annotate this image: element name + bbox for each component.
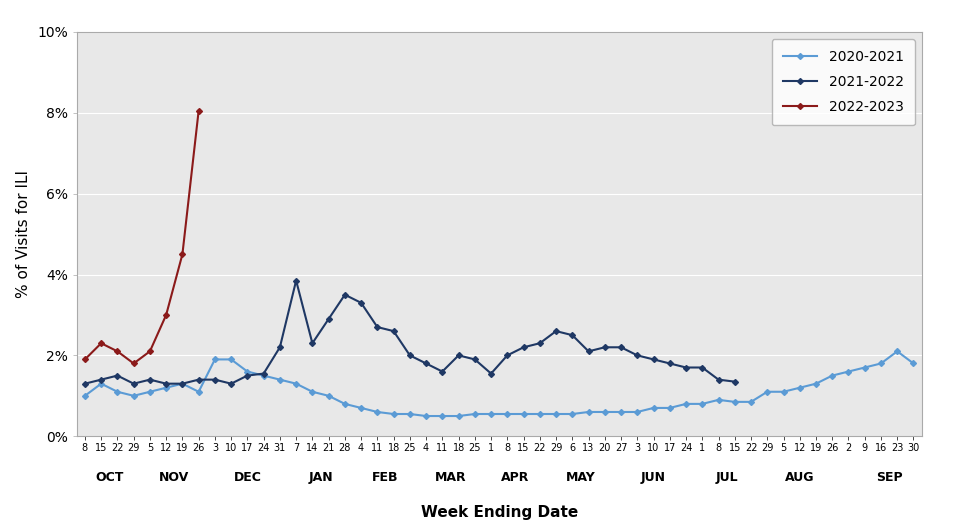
2021-2022 (290, 277, 301, 284)
2021-2022 (501, 352, 513, 359)
2021-2022 (275, 344, 286, 351)
2021-2022 (712, 377, 724, 383)
Text: FEB: FEB (372, 471, 398, 484)
2021-2022 (79, 380, 90, 387)
2020-2021 (79, 393, 90, 399)
2022-2023 (111, 348, 123, 354)
Text: JUN: JUN (641, 471, 666, 484)
2021-2022 (177, 380, 188, 387)
2021-2022 (226, 380, 237, 387)
Text: NOV: NOV (159, 471, 189, 484)
2020-2021 (144, 388, 156, 395)
2021-2022 (729, 378, 740, 385)
2021-2022 (355, 300, 367, 306)
Line: 2020-2021: 2020-2021 (83, 349, 916, 418)
2020-2021 (892, 348, 903, 354)
Text: Week Ending Date: Week Ending Date (420, 505, 578, 520)
2021-2022 (697, 364, 708, 371)
2022-2023 (128, 360, 139, 367)
Text: SEP: SEP (876, 471, 902, 484)
2022-2023 (144, 348, 156, 354)
Text: JAN: JAN (308, 471, 333, 484)
2021-2022 (534, 340, 545, 346)
2022-2023 (79, 356, 90, 363)
Line: 2021-2022: 2021-2022 (83, 278, 737, 386)
2021-2022 (339, 292, 350, 298)
2020-2021 (599, 409, 611, 415)
2021-2022 (453, 352, 465, 359)
2021-2022 (95, 377, 107, 383)
2021-2022 (144, 377, 156, 383)
Text: OCT: OCT (95, 471, 124, 484)
2022-2023 (177, 251, 188, 257)
2021-2022 (583, 348, 594, 354)
2020-2021 (420, 413, 432, 419)
2021-2022 (404, 352, 416, 359)
Text: MAY: MAY (565, 471, 595, 484)
2021-2022 (306, 340, 318, 346)
Text: JUL: JUL (715, 471, 738, 484)
2021-2022 (372, 324, 383, 330)
2021-2022 (469, 356, 481, 363)
2021-2022 (599, 344, 611, 351)
2021-2022 (648, 356, 660, 363)
Text: APR: APR (501, 471, 530, 484)
2021-2022 (160, 380, 172, 387)
2021-2022 (486, 370, 497, 377)
2021-2022 (566, 332, 578, 338)
2021-2022 (209, 377, 221, 383)
Text: MAR: MAR (435, 471, 467, 484)
2021-2022 (664, 360, 676, 367)
2021-2022 (323, 316, 334, 322)
2020-2021 (486, 411, 497, 417)
Legend: 2020-2021, 2021-2022, 2022-2023: 2020-2021, 2021-2022, 2022-2023 (772, 39, 915, 126)
2021-2022 (258, 370, 270, 377)
2021-2022 (111, 372, 123, 379)
2021-2022 (420, 360, 432, 367)
Text: AUG: AUG (785, 471, 814, 484)
2021-2022 (681, 364, 692, 371)
Text: DEC: DEC (233, 471, 261, 484)
2020-2021 (908, 360, 920, 367)
2020-2021 (372, 409, 383, 415)
2021-2022 (615, 344, 627, 351)
2022-2023 (95, 340, 107, 346)
2022-2023 (160, 312, 172, 318)
2021-2022 (242, 372, 253, 379)
Y-axis label: % of Visits for ILI: % of Visits for ILI (16, 170, 32, 298)
2021-2022 (193, 377, 204, 383)
2021-2022 (550, 328, 562, 334)
2021-2022 (437, 368, 448, 375)
2021-2022 (128, 380, 139, 387)
2020-2021 (632, 409, 643, 415)
2022-2023 (193, 107, 204, 114)
2021-2022 (632, 352, 643, 359)
Line: 2022-2023: 2022-2023 (83, 109, 201, 365)
2021-2022 (517, 344, 529, 351)
2021-2022 (388, 328, 399, 334)
2020-2021 (534, 411, 545, 417)
